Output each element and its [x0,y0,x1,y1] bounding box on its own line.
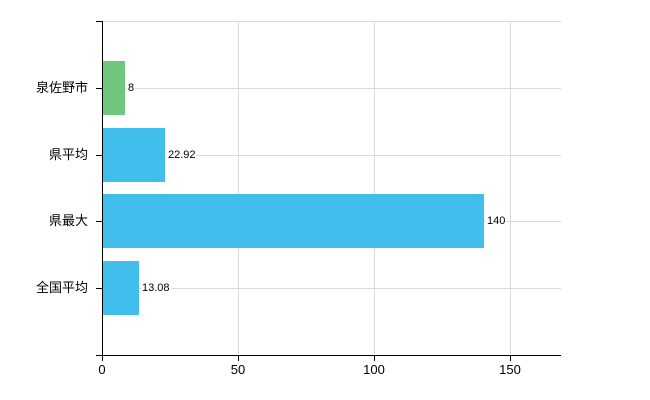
y-axis-tick [96,221,102,222]
category-label: 県最大 [48,213,88,228]
bar-全国平均 [103,261,139,315]
bar-value-label: 140 [486,214,507,228]
v-gridline [374,21,375,355]
x-axis-tick [510,355,511,361]
x-axis-tick-label: 50 [230,362,246,377]
y-axis-tick [96,155,102,156]
x-axis-tick-label: 0 [98,362,106,377]
h-gridline [102,21,561,22]
bar-泉佐野市 [103,61,125,115]
x-axis-tick [102,355,103,361]
y-axis-tick [96,88,102,89]
category-label: 県平均 [48,147,88,162]
x-axis-tick-label: 100 [363,362,385,377]
y-axis [102,21,103,356]
v-gridline [238,21,239,355]
x-axis-tick [238,355,239,361]
bar-県平均 [103,128,165,182]
h-gridline [102,288,561,289]
y-axis-tick [96,21,102,22]
v-gridline [510,21,511,355]
y-axis-tick [96,288,102,289]
bar-value-label: 8 [127,81,136,95]
category-label: 泉佐野市 [35,80,88,95]
bar-value-label: 13.08 [141,281,171,295]
bar-value-label: 22.92 [167,148,197,162]
bar-県最大 [103,194,484,248]
x-axis-tick [374,355,375,361]
category-label: 全国平均 [35,280,88,295]
x-axis-tick-label: 150 [499,362,521,377]
h-gridline [102,155,561,156]
x-axis [96,355,561,356]
h-gridline [102,88,561,89]
